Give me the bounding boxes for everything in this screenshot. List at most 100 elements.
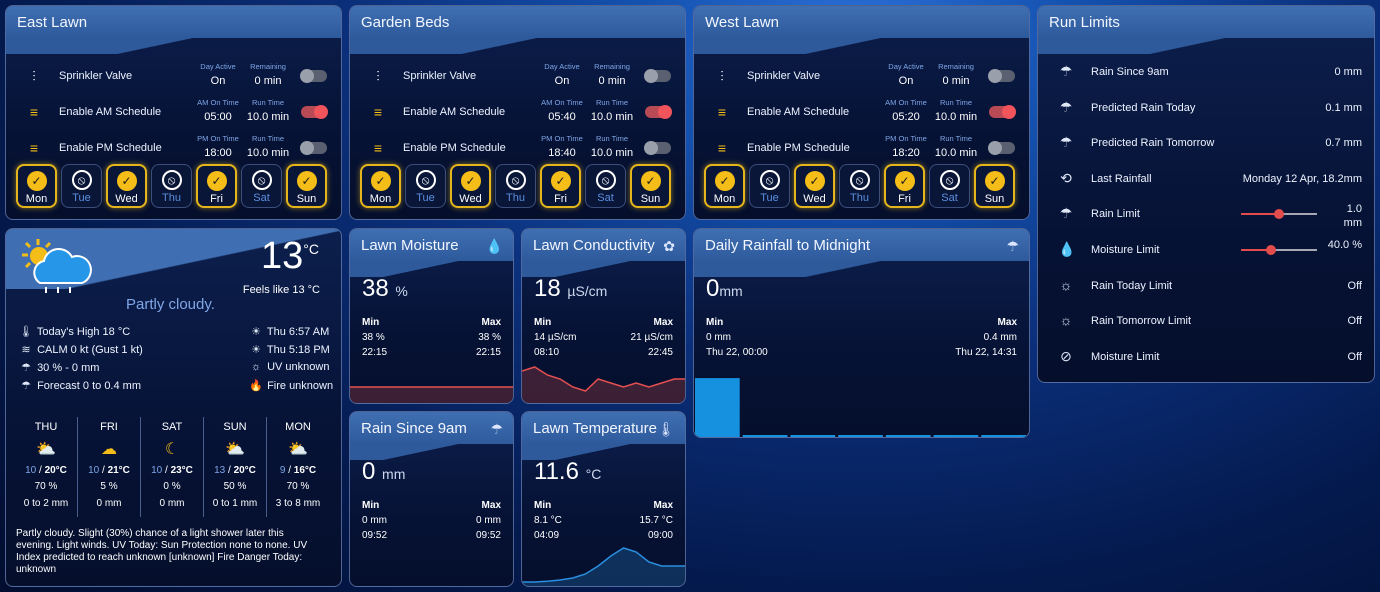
row-value: 40.0 %	[1327, 239, 1362, 251]
weekday-selector: ✓ Mon ⦸ Tue ✓ Wed ⦸ Thu ✓ Fri ⦸ Sat ✓ Sun	[16, 164, 327, 208]
row-toggle[interactable]	[301, 105, 328, 119]
check-icon: ✓	[26, 171, 47, 191]
sunset-icon: ☀	[251, 344, 261, 356]
min-time: Thu 22, 00:00	[706, 347, 768, 358]
day-toggle[interactable]: ⦸ Thu	[495, 164, 536, 208]
row-value: 1.0 mm	[1343, 203, 1362, 230]
rain-icon: ☂	[490, 421, 503, 437]
row-toggle[interactable]	[644, 69, 671, 83]
day-toggle[interactable]: ⦸ Sat	[241, 164, 282, 208]
row-toggle[interactable]	[644, 141, 671, 155]
day-toggle[interactable]: ✓ Mon	[360, 164, 401, 208]
zone-row: ⫶ Sprinkler Valve Day Active On Remaining…	[350, 62, 685, 92]
sun-icon: ☼	[1059, 312, 1073, 329]
day-toggle[interactable]: ⦸ Sat	[585, 164, 626, 208]
row-label: Sprinkler Valve	[403, 70, 477, 82]
zone-row: ≡ Enable AM Schedule AM On Time 05:20 Run…	[694, 98, 1029, 128]
day-toggle[interactable]: ✓ Wed	[794, 164, 835, 208]
row-label: Predicted Rain Tomorrow	[1091, 137, 1215, 150]
run-limits-card: Run Limits ☂ Rain Since 9am 0 mm ☂ Predic…	[1037, 5, 1375, 383]
day-toggle[interactable]: ⦸ Tue	[405, 164, 446, 208]
day-toggle[interactable]: ✓ Sun	[974, 164, 1015, 208]
day-toggle[interactable]: ✓ Mon	[16, 164, 57, 208]
block-icon: ⦸	[71, 170, 92, 190]
day-toggle[interactable]: ✓ Fri	[196, 164, 237, 208]
check-icon: ✓	[550, 171, 571, 191]
min-label: Min	[362, 317, 380, 328]
row-toggle[interactable]	[300, 141, 327, 155]
limit-row: ☂ Rain Limit 1.0 mm	[1038, 200, 1374, 230]
rainfall-bar	[885, 435, 931, 437]
water-drop-icon: 💧	[485, 238, 503, 254]
rain-icon: ☂	[1059, 205, 1073, 222]
check-icon: ✓	[894, 171, 915, 191]
row-label: Enable AM Schedule	[59, 106, 162, 118]
sensor-value: 0 mm	[362, 458, 406, 485]
sensor-card: Lawn Temperature 🌡 11.6 °C Min Max 8.1 °C…	[521, 411, 686, 587]
forecast-day: FRI ☁ 10 / 21°C 5 % 0 mm	[79, 421, 139, 509]
rainfall-bar	[838, 435, 883, 437]
row-label: Enable PM Schedule	[403, 142, 506, 154]
max-time: 22:45	[647, 347, 673, 358]
rainfall-bar	[933, 435, 979, 437]
check-icon: ✓	[984, 171, 1005, 191]
row-toggle[interactable]	[300, 69, 327, 83]
limit-slider[interactable]	[1241, 245, 1317, 255]
zone-card: West Lawn ⫶ Sprinkler Valve Day Active On…	[693, 5, 1030, 220]
min-time: 22:15	[362, 347, 388, 358]
day-toggle[interactable]: ✓ Sun	[630, 164, 671, 208]
row-toggle[interactable]	[988, 69, 1015, 83]
limit-row: ☂ Predicted Rain Today 0.1 mm	[1038, 94, 1374, 124]
partly-cloudy-night-icon: ☁	[101, 441, 117, 458]
limit-slider[interactable]	[1241, 209, 1317, 220]
day-toggle[interactable]: ✓ Wed	[450, 164, 491, 208]
rainfall-bar-chart	[695, 378, 1026, 437]
limit-row: ⊘ Moisture Limit Off	[1038, 343, 1374, 373]
card-title: West Lawn	[694, 6, 1029, 54]
max-label: Max	[481, 500, 501, 511]
day-toggle[interactable]: ✓ Sun	[286, 164, 327, 208]
check-icon: ✓	[714, 171, 735, 191]
block-icon: ⦸	[939, 170, 960, 190]
sun-icon: ☼	[1059, 276, 1073, 293]
row-value: 0.1 mm	[1325, 101, 1362, 114]
day-toggle[interactable]: ⦸ Tue	[749, 164, 790, 208]
row-value: Off	[1347, 279, 1362, 292]
zone-card: East Lawn ⫶ Sprinkler Valve Day Active On…	[5, 5, 342, 220]
rain-icon: ☂	[1059, 134, 1073, 151]
sprinkler-icon: ⫶	[376, 68, 380, 84]
day-toggle[interactable]: ✓ Wed	[106, 164, 147, 208]
day-toggle[interactable]: ✓ Fri	[540, 164, 581, 208]
row-value: Off	[1347, 315, 1362, 328]
block-icon: ⦸	[251, 170, 272, 190]
forecast-day: MON ⛅ 9 / 16°C 70 % 3 to 8 mm	[268, 421, 328, 509]
weather-detail: 🔥 Fire unknown	[249, 380, 334, 392]
schedule-pm-icon: ≡	[717, 140, 727, 156]
day-toggle[interactable]: ⦸ Thu	[839, 164, 880, 208]
rain-icon: ☂	[1059, 63, 1073, 79]
row-toggle[interactable]	[989, 105, 1016, 119]
row-value: 0.7 mm	[1325, 137, 1362, 150]
rain-icon: ☂	[21, 362, 31, 374]
day-toggle[interactable]: ⦸ Tue	[61, 164, 102, 208]
day-toggle[interactable]: ✓ Fri	[884, 164, 925, 208]
sprinkler-icon: ⫶	[720, 68, 724, 84]
forecast-divider	[266, 417, 267, 517]
max-time: 22:15	[475, 347, 501, 358]
current-temperature: 13°C	[261, 235, 319, 277]
partly-cloudy-rain-icon: ⛅	[288, 441, 308, 458]
max-label: Max	[481, 317, 501, 328]
day-toggle[interactable]: ⦸ Sat	[929, 164, 970, 208]
day-toggle[interactable]: ⦸ Thu	[151, 164, 192, 208]
day-toggle[interactable]: ✓ Mon	[704, 164, 745, 208]
min-value: 0 mm	[362, 515, 387, 526]
row-label: Rain Today Limit	[1091, 279, 1173, 292]
forecast-day: SAT ☾ 10 / 23°C 0 % 0 mm	[142, 421, 202, 509]
row-label: Rain Tomorrow Limit	[1091, 315, 1192, 328]
card-title: Daily Rainfall to Midnight ☂	[694, 229, 1029, 277]
sensor-value: 18 µS/cm	[534, 275, 608, 302]
block-icon: ⦸	[849, 170, 870, 190]
row-toggle[interactable]	[645, 105, 672, 119]
sensor-value: 38 %	[362, 275, 408, 302]
row-toggle[interactable]	[988, 141, 1015, 155]
